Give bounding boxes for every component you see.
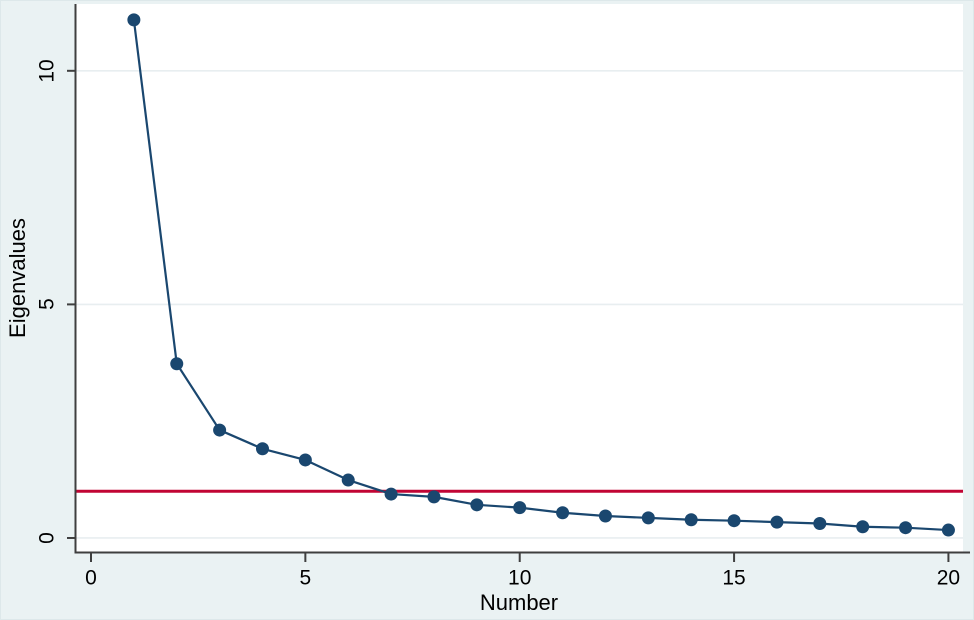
data-point-marker [813, 517, 827, 531]
data-point-marker [598, 509, 612, 523]
eigenvalue-curve [132, 19, 949, 532]
data-point-marker [341, 473, 355, 487]
data-point-marker [684, 513, 698, 527]
y-tick-label: 10 [35, 59, 59, 83]
x-tick-label: 0 [85, 566, 97, 590]
x-tick-label: 20 [936, 566, 961, 590]
data-point-marker [427, 490, 441, 504]
data-point-marker [384, 487, 398, 501]
data-point-marker [941, 523, 955, 537]
data-point-marker [899, 521, 913, 535]
data-point-marker [127, 13, 141, 27]
x-axis-title: Number [479, 590, 559, 615]
plot-region [76, 4, 963, 553]
data-point-marker [556, 506, 570, 520]
y-tick-label: 5 [35, 298, 59, 311]
data-point-marker [856, 520, 870, 534]
data-point-marker [470, 498, 484, 512]
data-point-marker [727, 514, 741, 528]
data-point-marker [170, 357, 184, 371]
x-tick-label: 10 [508, 566, 532, 590]
x-tick-label: 15 [722, 566, 746, 590]
data-point-marker [298, 453, 312, 467]
data-point-marker [213, 423, 227, 437]
x-tick-label: 5 [299, 566, 312, 590]
y-axis-title: Eigenvalues [5, 218, 30, 338]
data-point-marker [513, 501, 527, 515]
y-tick-label: 0 [35, 532, 59, 544]
data-point-marker [770, 515, 784, 529]
data-point-marker [641, 511, 655, 525]
data-point-marker [255, 442, 269, 456]
